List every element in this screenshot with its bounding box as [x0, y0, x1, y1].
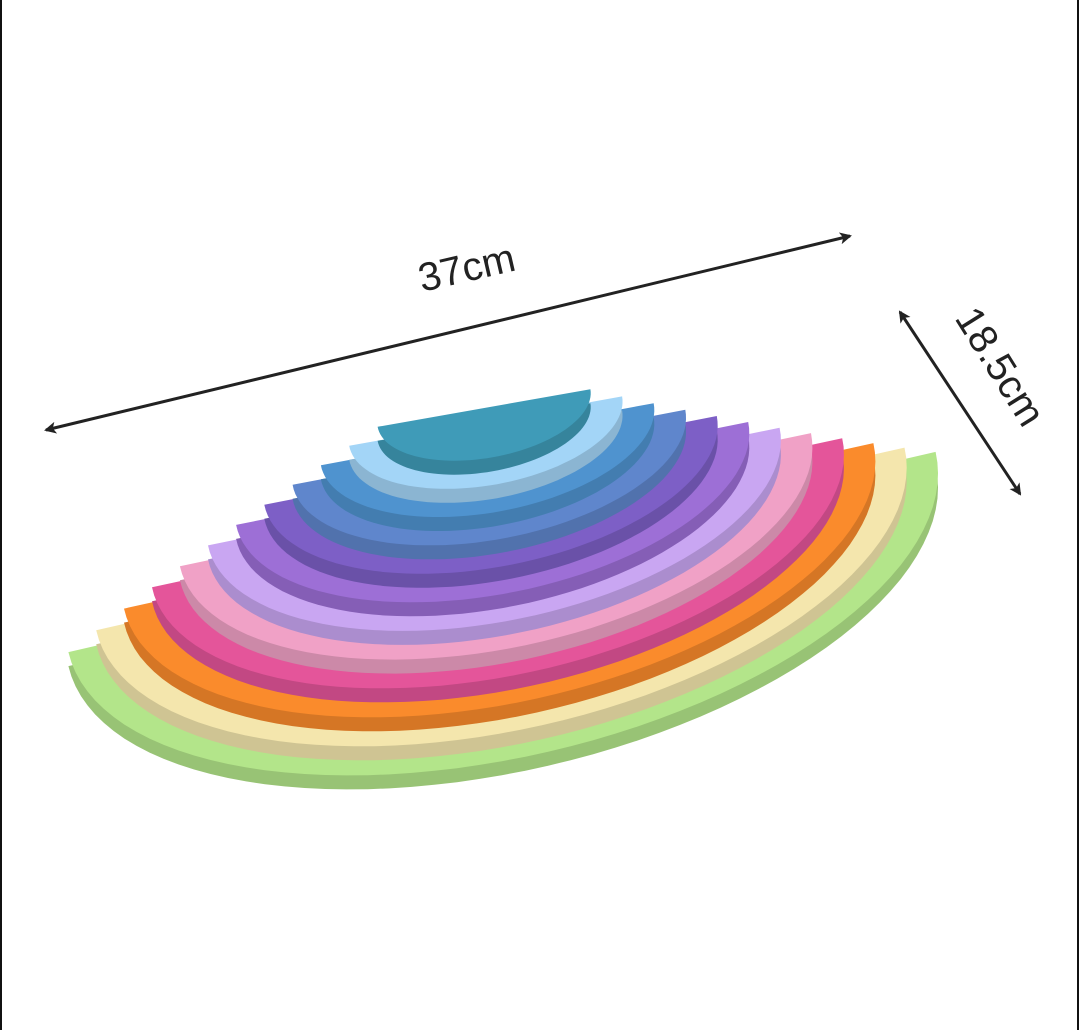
width-arrow	[898, 310, 1022, 496]
width-label: 18.5cm	[946, 299, 1053, 434]
length-label: 37cm	[414, 236, 519, 301]
rainbow-stacker-arches	[68, 389, 938, 790]
length-arrow	[44, 232, 852, 434]
